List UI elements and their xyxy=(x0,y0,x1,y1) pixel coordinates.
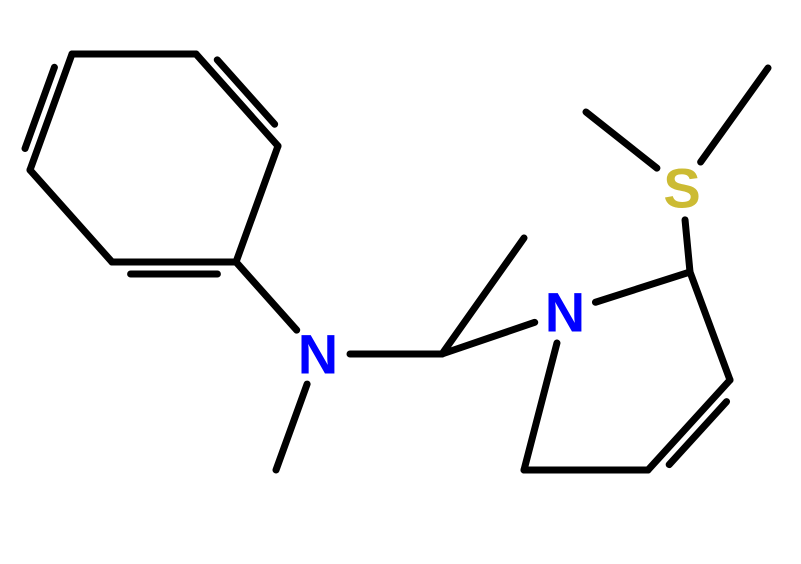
atom-label-n: N xyxy=(298,323,338,386)
bond xyxy=(701,68,768,162)
bond xyxy=(586,112,657,168)
bond xyxy=(595,272,690,302)
bond xyxy=(648,380,730,470)
bond xyxy=(236,146,278,262)
bond xyxy=(276,384,307,470)
atom-label-n: N xyxy=(545,281,585,344)
bond xyxy=(196,54,278,146)
bond xyxy=(524,343,557,470)
bond xyxy=(685,220,690,272)
atom-label-s: S xyxy=(663,157,700,220)
bond xyxy=(690,272,730,380)
bond xyxy=(236,262,297,330)
bond xyxy=(30,170,112,262)
molecule-diagram: N N S xyxy=(0,0,801,564)
